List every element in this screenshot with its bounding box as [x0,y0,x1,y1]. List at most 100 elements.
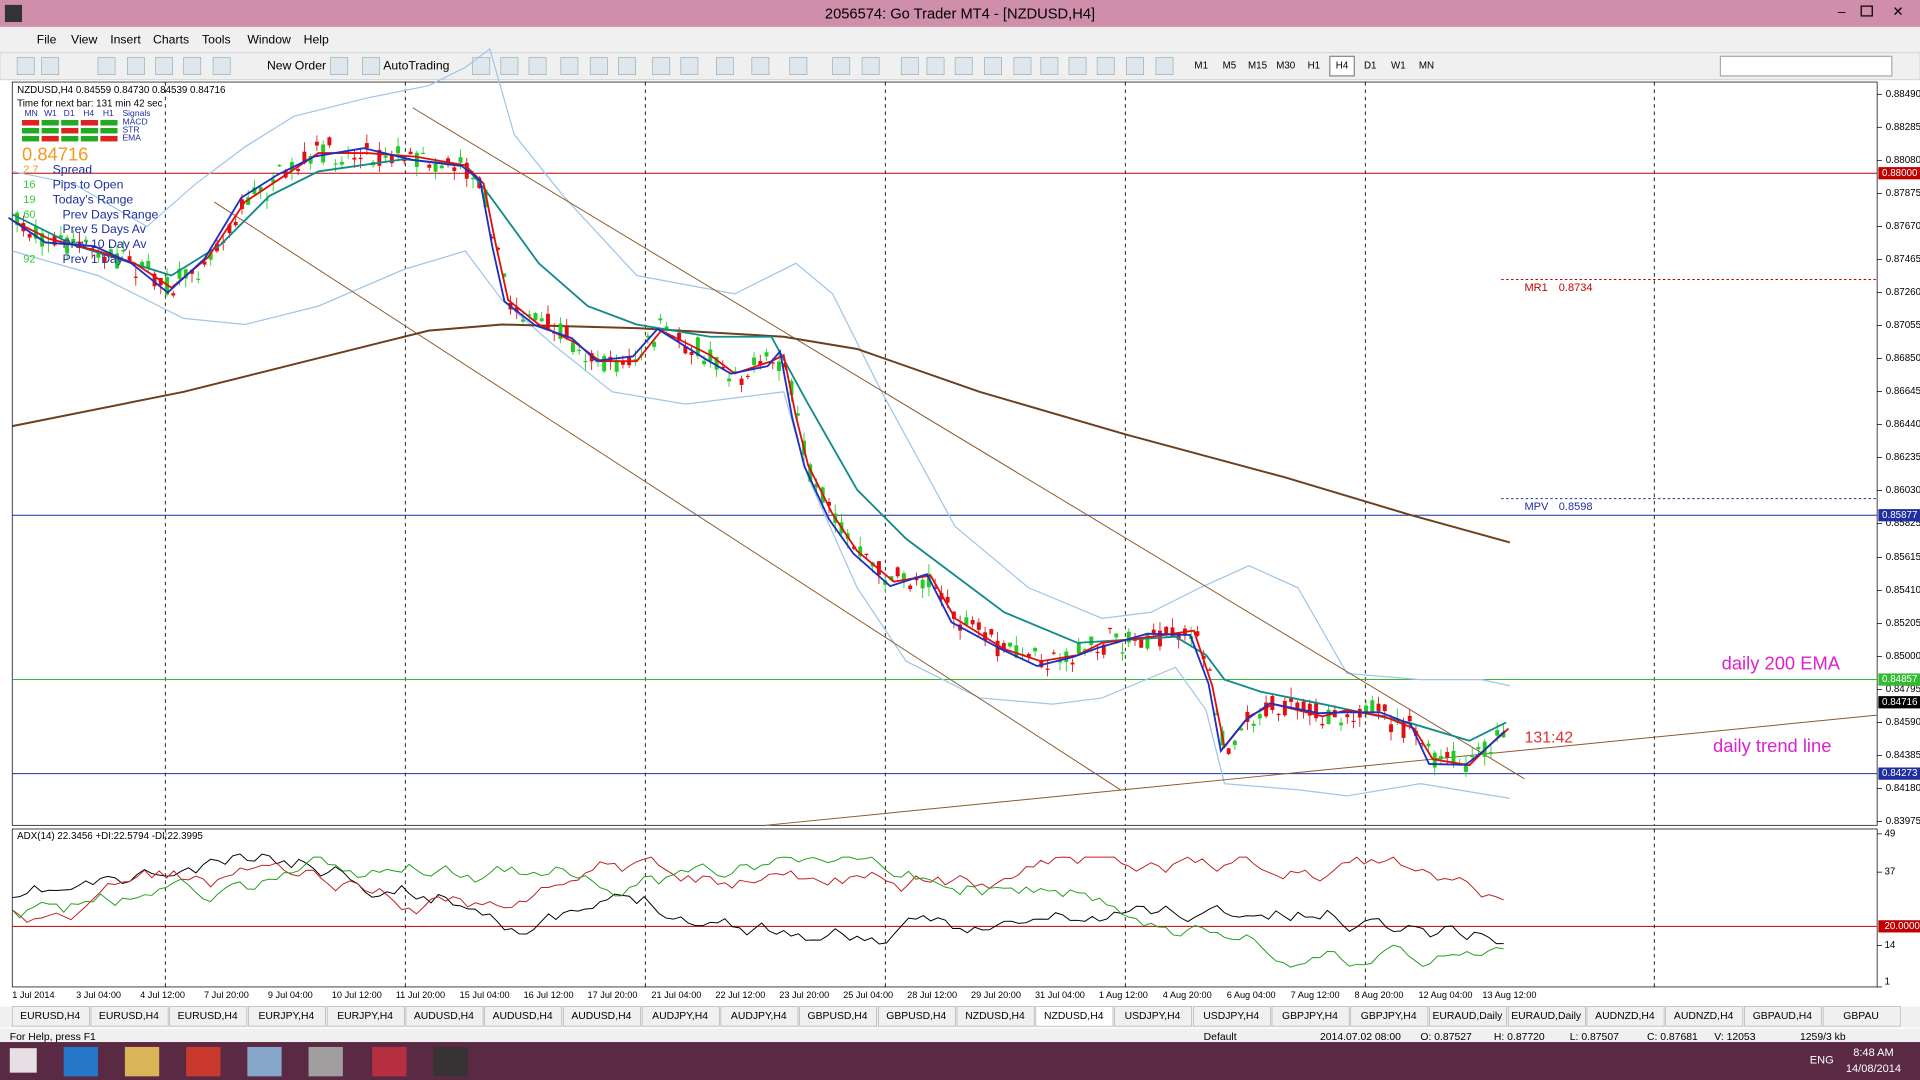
tab-label[interactable]: GBPJPY,H4 [1361,1011,1417,1022]
tab[interactable] [563,1006,641,1027]
toolbar-icon[interactable] [528,57,547,75]
toolbar-icon[interactable] [1126,57,1144,75]
maximize[interactable] [1860,5,1873,17]
tab[interactable] [1350,1006,1429,1027]
timeframe[interactable]: MN [1419,61,1434,72]
tab[interactable] [11,1006,90,1027]
timeframe[interactable]: M30 [1276,61,1296,72]
tab-label[interactable]: EURJPY,H4 [258,1011,314,1022]
tab-label[interactable]: AUDJPY,H4 [731,1011,787,1022]
timeframe[interactable]: M15 [1248,61,1268,72]
tab[interactable] [484,1006,563,1027]
tab[interactable] [1035,1006,1114,1027]
toolbar-icon[interactable] [155,57,173,75]
tab-label[interactable]: EURUSD,H4 [178,1011,238,1022]
tab[interactable] [248,1006,326,1027]
toolbar-icon[interactable] [832,57,851,75]
tab-label[interactable]: NZDUSD,H4 [1044,1011,1104,1022]
tab[interactable] [1429,1006,1507,1027]
tab-label[interactable]: AUDUSD,H4 [571,1011,631,1022]
toolbar-icon[interactable] [1013,57,1032,75]
menu-item[interactable]: Help [304,33,329,47]
tab[interactable] [1192,1006,1271,1027]
tab[interactable] [720,1006,799,1027]
taskbar-app[interactable] [186,1046,221,1077]
taskbar-app[interactable] [247,1046,282,1077]
tab-label[interactable]: AUDJPY,H4 [652,1011,708,1022]
tab-label[interactable]: GBPJPY,H4 [1282,1011,1338,1022]
tab[interactable] [641,1006,720,1027]
toolbar-icon[interactable] [362,57,380,75]
toolbar-icon[interactable] [716,57,734,75]
timeframe[interactable]: H1 [1308,61,1321,72]
tab-label[interactable]: EURUSD,H4 [20,1011,80,1022]
taskbar-app[interactable] [63,1046,98,1077]
toolbar-icon[interactable] [861,57,880,75]
toolbar-icon[interactable] [618,57,636,75]
tab[interactable] [90,1006,169,1027]
tab-label[interactable]: USDJPY,H4 [1125,1011,1181,1022]
toolbar-icon[interactable] [1096,57,1115,75]
search-box[interactable] [1719,55,1893,77]
tab[interactable] [1665,1006,1744,1027]
toolbar-icon[interactable] [1155,57,1174,75]
tab[interactable] [405,1006,484,1027]
tab[interactable] [1586,1006,1665,1027]
tab[interactable] [878,1006,956,1027]
tab-label[interactable]: EURUSD,H4 [99,1011,159,1022]
tab[interactable] [169,1006,248,1027]
toolbar-icon[interactable] [900,57,919,75]
toolbar-icon[interactable] [926,57,945,75]
tab[interactable] [1114,1006,1192,1027]
toolbar-icon[interactable] [751,57,770,75]
timeframe[interactable]: M5 [1223,61,1237,72]
toolbar-icon[interactable] [789,57,808,75]
tab-label[interactable]: NZDUSD,H4 [965,1011,1025,1022]
toolbar-icon[interactable] [127,57,145,75]
tab[interactable] [1822,1006,1901,1027]
taskbar-app[interactable] [124,1046,160,1077]
toolbar-icon[interactable] [41,57,60,75]
autotrading[interactable]: AutoTrading [383,58,449,72]
minimize[interactable]: – [1838,4,1846,19]
toolbar-icon[interactable] [16,57,35,75]
timeframe[interactable]: D1 [1364,61,1377,72]
tab-label[interactable]: USDJPY,H4 [1203,1011,1259,1022]
tab[interactable] [326,1006,405,1027]
toolbar-icon[interactable] [1040,57,1059,75]
toolbar-icon[interactable] [183,57,202,75]
tab-label[interactable]: EURAUD,Daily [1432,1011,1503,1022]
taskbar-app[interactable] [372,1046,407,1077]
tab[interactable] [1744,1006,1822,1027]
toolbar-icon[interactable] [97,57,116,75]
toolbar-icon[interactable] [1068,57,1087,75]
tab-label[interactable]: GBPAU [1843,1011,1879,1022]
start-button[interactable] [9,1048,37,1073]
toolbar-icon[interactable] [954,57,973,75]
toolbar-icon[interactable] [652,57,671,75]
toolbar-icon[interactable] [560,57,579,75]
timeframe[interactable]: M1 [1194,61,1208,72]
tab-label[interactable]: EURJPY,H4 [337,1011,393,1022]
menu-item[interactable]: Charts [153,33,189,47]
tab-label[interactable]: AUDUSD,H4 [493,1011,553,1022]
toolbar-icon[interactable] [330,57,349,75]
toolbar-icon[interactable] [680,57,699,75]
menu-item[interactable]: File [37,33,57,47]
toolbar-icon[interactable] [500,57,519,75]
taskbar-app[interactable] [433,1046,468,1077]
tab-label[interactable]: AUDNZD,H4 [1674,1011,1734,1022]
toolbar-icon[interactable] [212,57,231,75]
toolbar-icon[interactable] [984,57,1002,75]
taskbar-app[interactable] [308,1046,343,1077]
tab[interactable] [799,1006,878,1027]
menu-item[interactable]: View [71,33,97,47]
tab-label[interactable]: GBPAUD,H4 [1753,1011,1812,1022]
tab[interactable] [1271,1006,1350,1027]
tab[interactable] [956,1006,1035,1027]
menu-item[interactable]: Tools [202,33,231,47]
tab-label[interactable]: AUDNZD,H4 [1595,1011,1655,1022]
menu-item[interactable]: Insert [110,33,141,47]
tab-label[interactable]: GBPUSD,H4 [886,1011,946,1022]
timeframe[interactable]: H4 [1336,61,1349,72]
